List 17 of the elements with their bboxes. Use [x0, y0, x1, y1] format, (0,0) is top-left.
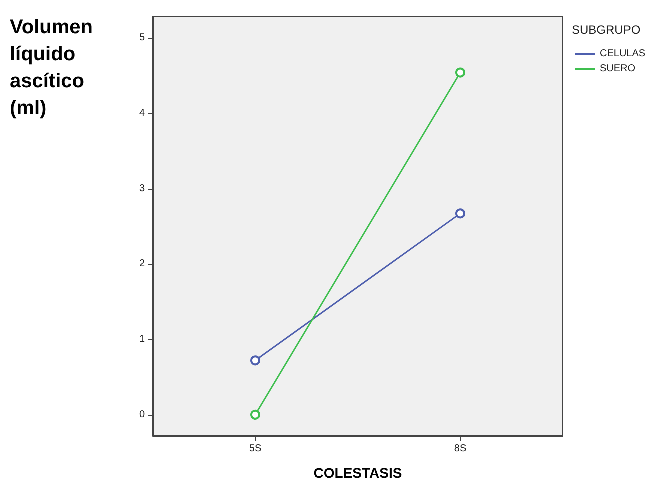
legend-label: SUERO	[600, 64, 636, 74]
point	[456, 68, 466, 78]
point	[250, 356, 260, 366]
legend-title: SUBGRUPO	[572, 23, 641, 37]
x-tick-label: 8S	[454, 444, 467, 454]
point	[250, 410, 260, 420]
y-tick-label: 4	[139, 108, 146, 119]
x-tick-label: 5S	[249, 444, 262, 454]
y-tick-label: 0	[139, 409, 146, 420]
legend-label: CELULAS	[600, 48, 646, 60]
y-axis-title: Volumen líquido ascítico (ml)	[10, 16, 99, 120]
point	[456, 208, 466, 219]
y-tick-label: 1	[139, 334, 146, 346]
y-tick-label: 2	[139, 258, 146, 270]
y-tick-label: 3	[139, 183, 146, 194]
y-tick-label: 5	[139, 32, 146, 44]
x-axis-title: COLESTASIS	[314, 465, 402, 481]
